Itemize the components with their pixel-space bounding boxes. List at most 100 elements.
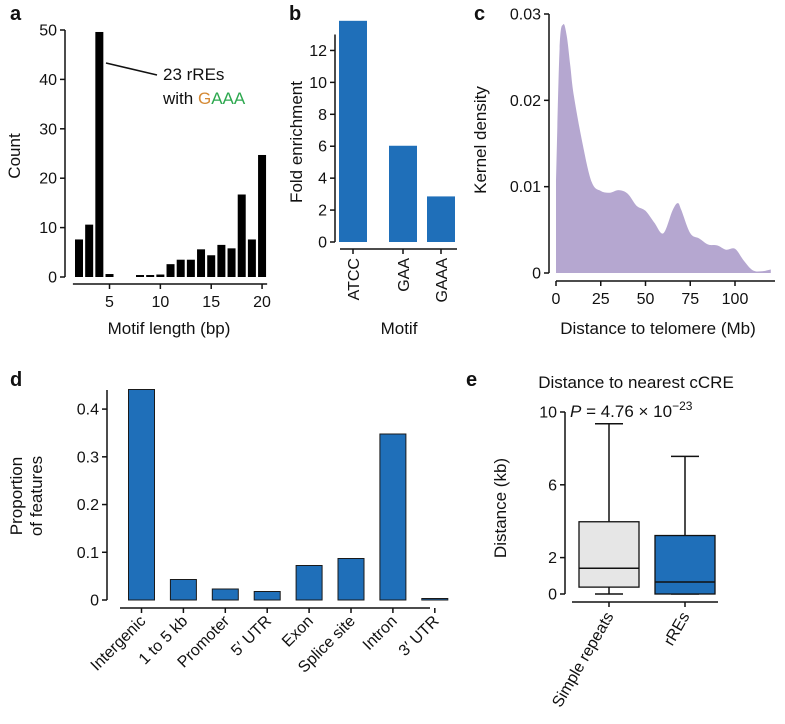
d-ytick-label-2: 0.2 [77, 497, 99, 514]
b-bar-gaa [389, 145, 417, 242]
a-xtick-label-0: 5 [105, 294, 114, 311]
e-title: Distance to nearest cCRE [538, 373, 734, 392]
b-ytick-label-2: 4 [318, 171, 327, 188]
d-bar-0 [128, 389, 155, 601]
e-ytick-label-2: 6 [548, 477, 557, 494]
c-xtick-label-4: 100 [722, 291, 749, 308]
b-xlabel: Motif [381, 319, 418, 338]
d-ytick-label-3: 0.3 [77, 449, 99, 466]
a-bar-4 [95, 31, 104, 278]
b-xtick-label-gaa: GAA [396, 258, 413, 292]
b-ytick-label-1: 2 [318, 203, 327, 220]
d-bar-6 [379, 433, 407, 601]
panel-letter-e: e [466, 369, 477, 391]
a-bar-16 [217, 244, 226, 277]
a-annotation-line1: 23 rREs [163, 65, 224, 84]
d-bar-2 [211, 588, 239, 601]
e-xtick-label-0: Simple repeats [549, 610, 617, 711]
e-pvalue-exp: −23 [672, 399, 693, 413]
d-xtick-label-7: 3′ UTR [396, 613, 443, 660]
a-annotation-line2: with GAAA [162, 89, 246, 108]
a-bar-13 [186, 259, 195, 277]
b-ylabel: Fold enrichment [287, 81, 306, 203]
b-ytick-label-4: 8 [318, 107, 327, 124]
d-ytick-label-4: 0.4 [77, 402, 99, 419]
a-bar-8 [136, 275, 145, 277]
a-bar-12 [176, 259, 185, 277]
a-bar-11 [166, 264, 175, 277]
d-ytick-label-0: 0 [90, 593, 99, 610]
a-bar-15 [207, 255, 216, 277]
d-bar-4 [295, 565, 323, 601]
e-pvalue-p: P [570, 402, 582, 421]
d-bar-3 [253, 591, 281, 601]
a-bar-18 [237, 194, 246, 277]
a-bar-20 [258, 154, 267, 277]
c-ytick-label-0: 0 [532, 266, 541, 283]
c-xtick-label-2: 50 [637, 291, 655, 308]
panel-letter-d: d [10, 369, 22, 391]
b-xtick-label-gaaa: GAAA [434, 258, 451, 303]
d-xtick-label-4: Exon [279, 613, 317, 651]
a-annotation-leader [105, 62, 158, 76]
c-xlabel: Distance to telomere (Mb) [560, 319, 756, 338]
e-pvalue: P = 4.76 × 10−23 [570, 399, 693, 421]
d-ylabel-line2: of features [27, 456, 46, 536]
a-ytick-label-5: 50 [39, 23, 57, 40]
a-bar-19 [247, 239, 256, 277]
a-ytick-label-3: 30 [39, 121, 57, 138]
a-xtick-label-2: 15 [202, 294, 220, 311]
c-density-area [556, 23, 771, 274]
a-bar-14 [197, 249, 206, 277]
a-annotation-with: with [162, 89, 198, 108]
e-ytick-label-3: 10 [539, 405, 557, 422]
b-ytick-label-0: 0 [318, 235, 327, 252]
a-bar-9 [146, 275, 155, 277]
d-bar-5 [337, 558, 365, 601]
d-ylabel-line1: Proportion [7, 457, 26, 535]
e-ytick-label-0: 0 [548, 587, 557, 604]
a-ytick-label-1: 10 [39, 220, 57, 237]
c-xtick-label-0: 0 [552, 291, 561, 308]
chart-b: 0 2 4 6 8 10 12 ATCC GAA GAAA [309, 20, 457, 303]
c-ylabel: Kernel density [471, 86, 490, 194]
e-box-0 [578, 521, 640, 588]
b-ytick-label-5: 10 [309, 75, 327, 92]
d-bar-1 [169, 579, 197, 601]
c-xtick-label-3: 75 [681, 291, 699, 308]
a-annotation-g: G [198, 89, 211, 108]
d-ytick-label-1: 0.1 [77, 545, 99, 562]
b-xtick-label-atcc: ATCC [346, 258, 363, 300]
e-ylabel: Distance (kb) [491, 458, 510, 558]
b-ytick-label-3: 6 [318, 139, 327, 156]
panel-letter-a: a [10, 3, 22, 25]
a-xtick-label-1: 10 [151, 294, 169, 311]
chart-e: 0 2 6 10 Simple repeats rREs [539, 405, 718, 711]
chart-c: 0 0.01 0.02 0.03 0 25 50 75 100 [510, 7, 775, 308]
d-xtick-label-3: 5′ UTR [228, 613, 275, 660]
e-ytick-label-1: 2 [548, 550, 557, 567]
a-ytick-label-0: 0 [48, 270, 57, 287]
a-xlabel: Motif length (bp) [108, 319, 231, 338]
a-ytick-label-2: 20 [39, 171, 57, 188]
a-bar-3 [85, 224, 94, 277]
c-ytick-label-3: 0.03 [510, 7, 541, 24]
d-xtick-label-0: Intergenic [88, 613, 150, 675]
c-ytick-label-2: 0.02 [510, 93, 541, 110]
d-bar-7 [421, 598, 449, 601]
a-xtick-label-3: 20 [253, 294, 271, 311]
a-bar-2 [75, 239, 83, 277]
panel-letter-b: b [289, 3, 301, 25]
e-xtick-label-1: rREs [661, 610, 694, 649]
panel-letter-c: c [474, 3, 485, 25]
a-bar-5 [105, 274, 114, 277]
e-box-1 [654, 534, 716, 595]
c-xtick-label-1: 25 [592, 291, 610, 308]
b-bar-atcc [339, 20, 367, 242]
a-bar-10 [156, 274, 165, 277]
c-ytick-label-1: 0.01 [510, 179, 541, 196]
a-annotation-aaa: AAA [211, 89, 246, 108]
b-bar-gaaa [427, 196, 455, 242]
